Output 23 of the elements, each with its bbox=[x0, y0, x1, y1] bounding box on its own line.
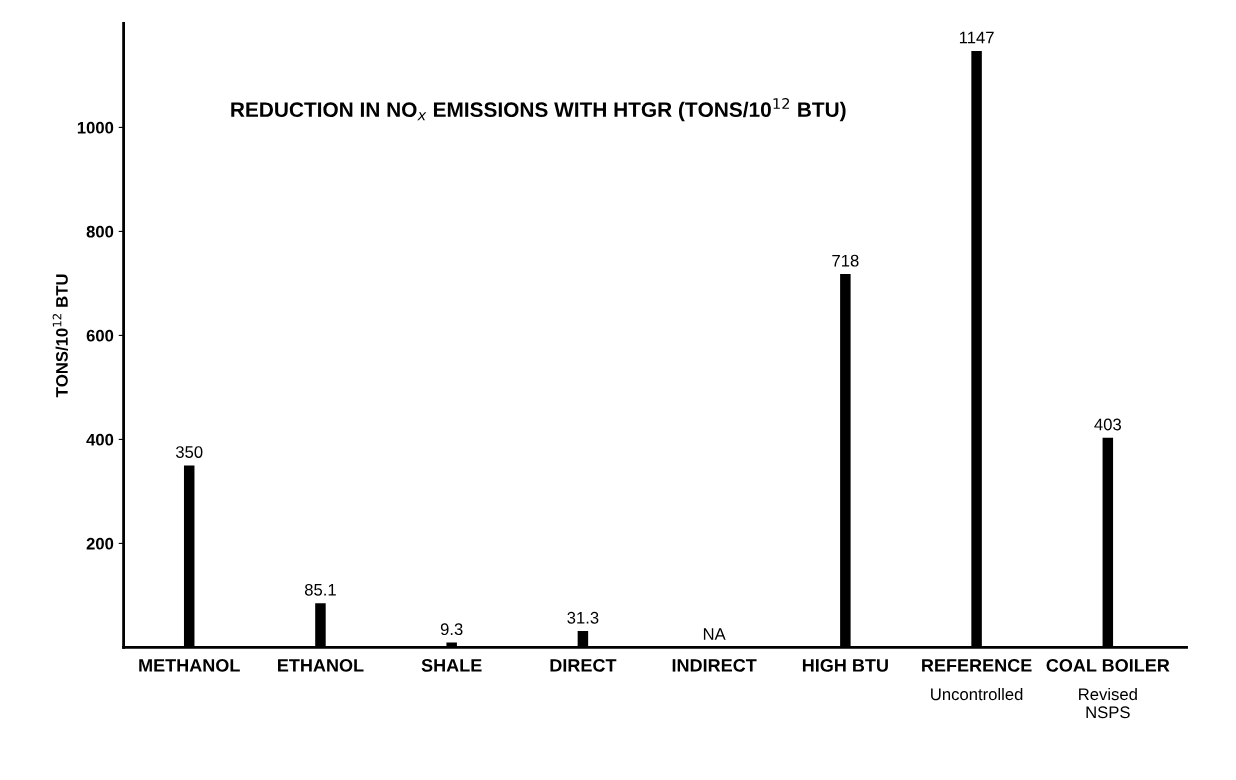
text: NA bbox=[703, 628, 726, 640]
y-tick-label: 800 bbox=[86, 225, 114, 238]
data-label: 350 bbox=[175, 446, 203, 458]
y-axis-title: TONS/10$^{12}$ BTU bbox=[52, 274, 68, 398]
data-label: 85.1 bbox=[304, 583, 336, 596]
text: REDUCTION IN NO$_{x}$ EMISSIONS WITH HTGR (TONS/10$^{12}$ BTU) bbox=[231, 98, 846, 122]
y-tick-label: 1000 bbox=[77, 121, 114, 134]
x-tick-label: ETHANOL bbox=[278, 658, 364, 672]
data-label: 718 bbox=[832, 254, 859, 267]
x-tick-label: METHANOL bbox=[139, 658, 240, 672]
data-label: 1147 bbox=[959, 31, 994, 44]
y-tick-label: 200 bbox=[86, 537, 114, 550]
category-label: REFERENCE Uncontrolled bbox=[922, 658, 1032, 701]
category-label: COAL BOILER Revised NSPS bbox=[1046, 658, 1170, 719]
y-tick-label: 400 bbox=[86, 433, 114, 446]
data-label: 403 bbox=[1094, 418, 1121, 431]
y-tick-label: 600 bbox=[86, 329, 114, 342]
data-label: 31.3 bbox=[567, 611, 599, 624]
x-tick-label: DIRECT bbox=[550, 658, 617, 672]
x-tick-label: INDIRECT bbox=[672, 658, 757, 672]
data-label: 9.3 bbox=[440, 623, 463, 636]
x-tick-label: SHALE bbox=[421, 658, 482, 672]
x-tick-label: HIGH BTU bbox=[802, 658, 888, 672]
